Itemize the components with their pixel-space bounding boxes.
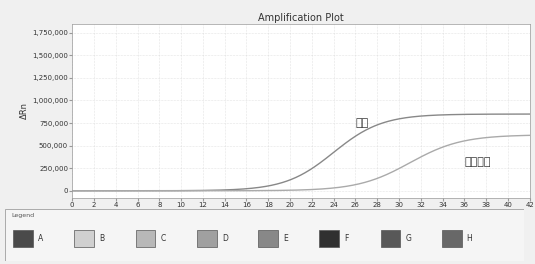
Bar bbox=[442, 230, 462, 247]
Text: G: G bbox=[406, 234, 411, 243]
Text: 参考: 参考 bbox=[355, 118, 369, 128]
Bar bbox=[135, 230, 155, 247]
Text: 基因融合: 基因融合 bbox=[464, 157, 491, 167]
Bar bbox=[319, 230, 339, 247]
Bar bbox=[197, 230, 217, 247]
Bar bbox=[380, 230, 400, 247]
Text: Legend: Legend bbox=[12, 213, 35, 218]
Text: B: B bbox=[100, 234, 104, 243]
Text: A: A bbox=[38, 234, 43, 243]
Text: H: H bbox=[467, 234, 472, 243]
Bar bbox=[74, 230, 94, 247]
Text: E: E bbox=[283, 234, 288, 243]
Y-axis label: ΔRn: ΔRn bbox=[20, 102, 29, 119]
Text: C: C bbox=[160, 234, 166, 243]
Title: Amplification Plot: Amplification Plot bbox=[258, 13, 344, 23]
Text: D: D bbox=[221, 234, 227, 243]
Bar bbox=[13, 230, 33, 247]
Bar bbox=[258, 230, 278, 247]
X-axis label: Cycle: Cycle bbox=[289, 210, 312, 219]
Text: F: F bbox=[344, 234, 349, 243]
